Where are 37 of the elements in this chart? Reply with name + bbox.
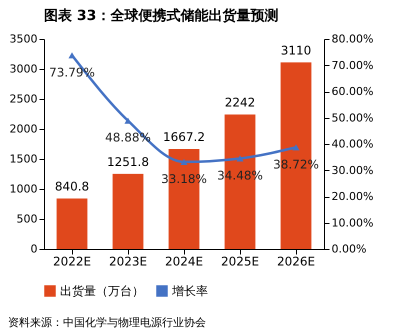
x-tick-label: 2022E (52, 254, 92, 268)
x-tick-label: 2025E (220, 254, 260, 268)
y-tick-label: 1500 (10, 152, 38, 166)
y2-tick-label: 40.00% (332, 138, 374, 150)
y-tick-label: 2500 (10, 92, 38, 106)
data-label: 1251.8 (107, 154, 149, 169)
y-tick-label: 2000 (10, 122, 38, 136)
y2-tick-label: 10.00% (332, 216, 374, 230)
point (292, 144, 300, 150)
bar (112, 174, 144, 249)
point (236, 155, 244, 162)
data-label: 1667.2 (163, 130, 205, 144)
y2-tick-label: 70.00% (332, 58, 374, 72)
y2-tick-label: 20.00% (332, 190, 374, 203)
y-tick-label: 1000 (10, 182, 38, 196)
legend-label: 增长率 (171, 284, 208, 298)
data-label: 3110 (280, 43, 312, 58)
y-tick-label: 3500 (10, 32, 38, 46)
text: 资料来源：中国化学与物理电源行业协会 (8, 315, 207, 330)
x-tick-label: 2024E (164, 254, 204, 268)
x-tick-label: 2023E (108, 254, 148, 268)
y-tick-label: 0 (30, 242, 38, 256)
y2-tick-label: 30.00% (332, 164, 374, 177)
point (180, 158, 188, 165)
legend-label: 出货量（万台） (60, 284, 144, 298)
y-tick-label: 500 (16, 212, 38, 226)
y2-tick-label: 80.00% (332, 32, 374, 46)
chart-title: 图表 33：全球便携式储能出货量预测 (44, 7, 278, 24)
y2-tick-label: 0.00% (332, 242, 366, 256)
data-label: 2242 (224, 95, 256, 110)
x-tick-label: 2026E (276, 254, 316, 268)
point (68, 52, 76, 58)
data-label: 840.8 (54, 180, 90, 194)
y2-tick-label: 50.00% (332, 111, 374, 124)
bar (56, 198, 88, 249)
y-tick-label: 3000 (10, 62, 38, 76)
y2-tick-label: 60.00% (332, 85, 374, 98)
